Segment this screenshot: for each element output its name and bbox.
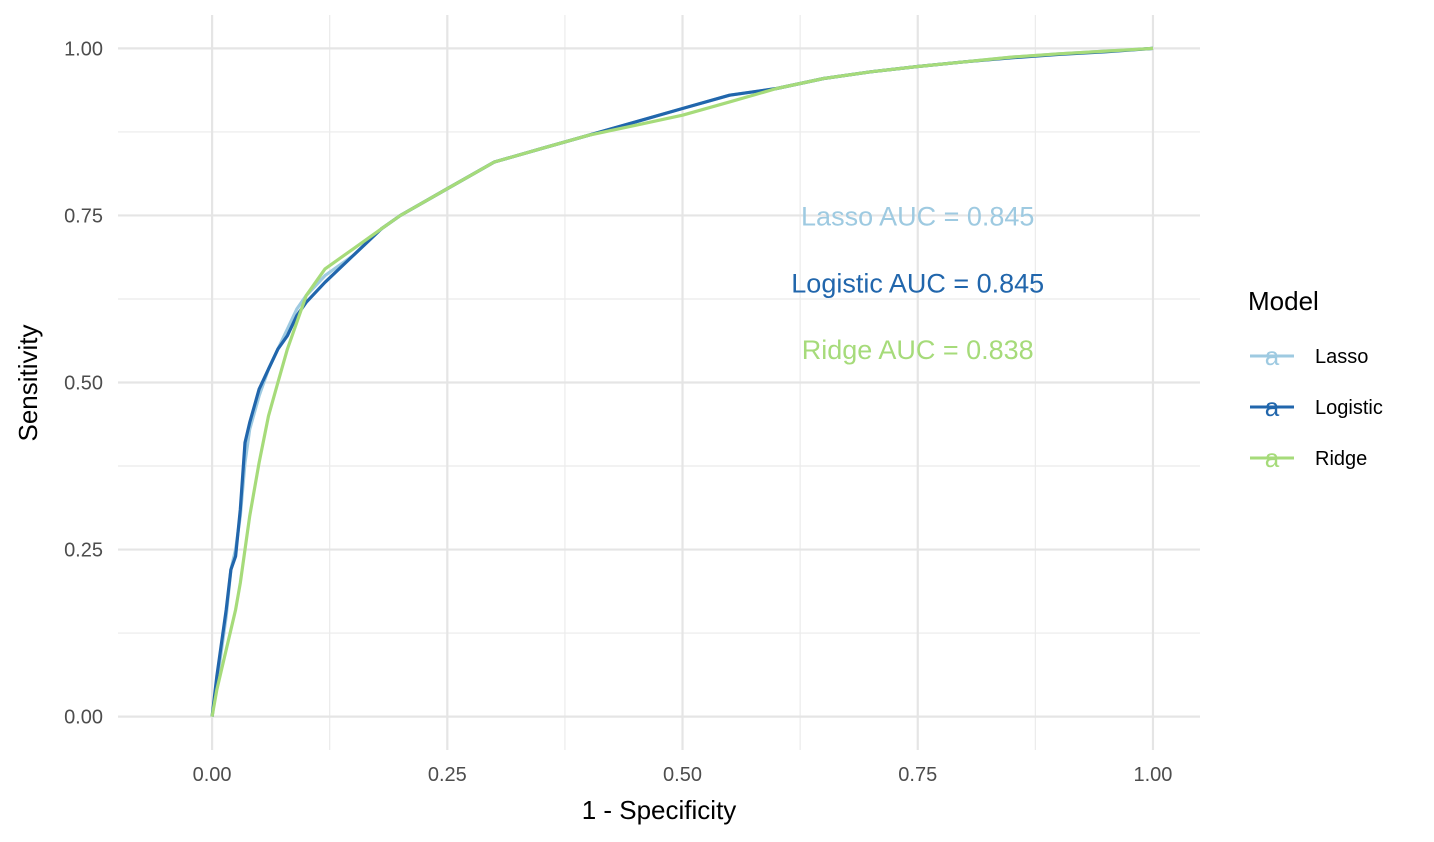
x-tick-label: 0.50	[663, 764, 702, 786]
legend-key-glyph: a	[1265, 392, 1280, 422]
legend-item-lasso: a Lasso	[1250, 341, 1368, 371]
series-lines	[210, 46, 1154, 717]
y-tick-labels: 0.00 0.25 0.50 0.75 1.00	[64, 38, 103, 728]
series-line-ridge	[210, 46, 1154, 717]
y-tick-label: 0.50	[64, 373, 103, 395]
legend: Model a Lasso a Logistic a Ridge	[1248, 286, 1383, 473]
auc-annotation-2: Logistic AUC = 0.845	[791, 268, 1044, 298]
x-tick-label: 0.25	[428, 764, 467, 786]
legend-label: Lasso	[1315, 346, 1368, 368]
legend-label: Ridge	[1315, 448, 1367, 470]
grid-major	[118, 15, 1200, 750]
x-tick-labels: 0.00 0.25 0.50 0.75 1.00	[193, 764, 1173, 786]
legend-items: a Lasso a Logistic a Ridge	[1250, 341, 1383, 473]
grid-minor	[118, 15, 1200, 750]
y-tick-label: 0.75	[64, 205, 103, 227]
legend-item-logistic: a Logistic	[1250, 392, 1383, 422]
x-tick-label: 0.75	[898, 764, 937, 786]
auc-annotations: Lasso AUC = 0.845 Logistic AUC = 0.845 Rid…	[791, 201, 1044, 365]
y-tick-label: 1.00	[64, 38, 103, 60]
legend-key-glyph: a	[1265, 443, 1280, 473]
x-tick-label: 1.00	[1133, 764, 1172, 786]
y-axis-title: Sensitivity	[13, 324, 43, 441]
auc-annotation-3: Ridge AUC = 0.838	[802, 335, 1034, 365]
legend-label: Logistic	[1315, 397, 1383, 419]
legend-key-glyph: a	[1265, 341, 1280, 371]
legend-title: Model	[1248, 286, 1319, 316]
x-tick-label: 0.00	[193, 764, 232, 786]
y-tick-label: 0.00	[64, 707, 103, 729]
y-tick-label: 0.25	[64, 540, 103, 562]
legend-item-ridge: a Ridge	[1250, 443, 1367, 473]
x-axis-title: 1 - Specificity	[582, 795, 737, 825]
auc-annotation-1: Lasso AUC = 0.845	[801, 201, 1034, 231]
